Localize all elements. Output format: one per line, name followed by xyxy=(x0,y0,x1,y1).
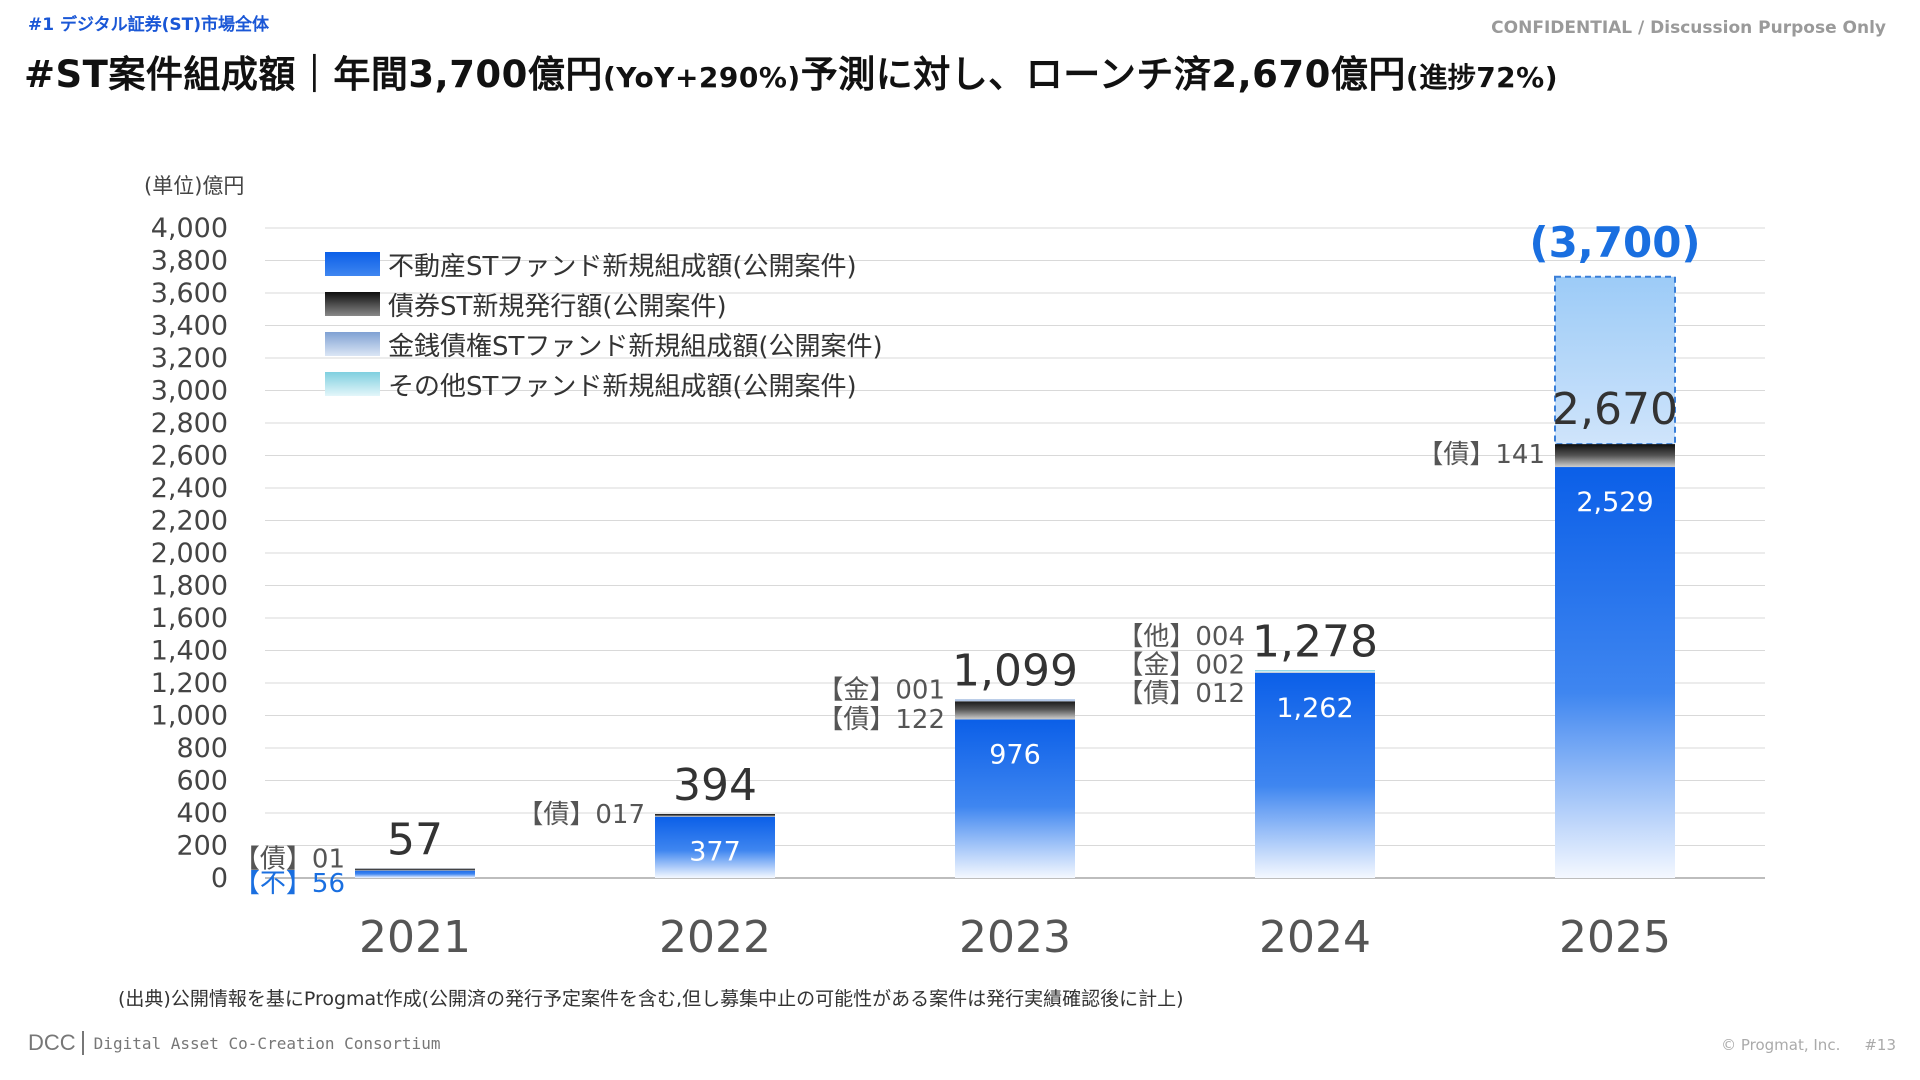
bar-segment xyxy=(955,719,1075,878)
bar-segment xyxy=(1555,467,1675,878)
y-tick-label: 800 xyxy=(176,733,228,764)
y-tick-label: 2,200 xyxy=(151,506,228,537)
legend-item-real-estate: 不動産STファンド新規組成額(公開案件) xyxy=(325,244,883,284)
y-tick-label: 3,800 xyxy=(151,246,228,277)
section-tag: #1 デジタル証券(ST)市場全体 xyxy=(28,15,270,35)
total-label: 1,099 xyxy=(952,645,1078,696)
y-tick-label: 1,200 xyxy=(151,668,228,699)
legend-item-bond: 債券ST新規発行額(公開案件) xyxy=(325,284,883,324)
inner-value-label: 2,529 xyxy=(1576,487,1653,518)
side-annotation: 【他】004 xyxy=(1117,622,1245,652)
x-tick-label: 2024 xyxy=(1259,912,1371,963)
bar-segment xyxy=(655,816,775,878)
logo-short: DCC xyxy=(28,1030,76,1055)
y-tick-label: 1,800 xyxy=(151,571,228,602)
y-tick-label: 200 xyxy=(176,831,228,862)
y-tick-label: 400 xyxy=(176,798,228,829)
forecast-bar xyxy=(1554,275,1676,446)
copyright-text: © Progmat, Inc. xyxy=(1721,1036,1841,1054)
side-annotation: 【金】001 xyxy=(817,676,945,706)
title-part-1: #ST案件組成額｜年間3,700億円 xyxy=(24,53,603,96)
legend-label-real-estate: 不動産STファンド新規組成額(公開案件) xyxy=(388,251,857,282)
bar-segment xyxy=(655,813,775,817)
y-tick-label: 1,600 xyxy=(151,603,228,634)
side-annotation: 【債】141 xyxy=(1417,440,1545,470)
side-annotation: 【不】56 xyxy=(234,869,345,899)
y-tick-label: 600 xyxy=(176,766,228,797)
side-annotation: 【債】017 xyxy=(517,800,645,830)
title-yoy: (YoY+290%) xyxy=(602,61,801,94)
y-tick-label: 0 xyxy=(211,863,228,894)
side-annotation: 【金】002 xyxy=(1117,650,1245,680)
page-title: #ST案件組成額｜年間3,700億円(YoY+290%)予測に対し、ローンチ済2… xyxy=(24,44,1558,98)
bar-layer xyxy=(355,275,1676,878)
legend-label-bond: 債券ST新規発行額(公開案件) xyxy=(388,291,727,322)
footer-logo: DCC Digital Asset Co-Creation Consortium xyxy=(28,1030,440,1056)
y-tick-label: 2,800 xyxy=(151,408,228,439)
bar-segment xyxy=(1255,672,1375,878)
forecast-label: (3,700) xyxy=(1529,218,1700,267)
bar-segment xyxy=(355,868,475,878)
x-tick-label: 2023 xyxy=(959,912,1071,963)
bar-segment xyxy=(1555,444,1675,468)
title-progress: (進捗72%) xyxy=(1405,61,1559,94)
unit-label: (単位)億円 xyxy=(144,174,245,198)
legend-swatch-monetary-claims xyxy=(325,332,380,356)
x-tick-label: 2022 xyxy=(659,912,771,963)
legend-item-monetary-claims: 金銭債権STファンド新規組成額(公開案件) xyxy=(325,324,883,364)
copyright: © Progmat, Inc. #13 xyxy=(1721,1036,1896,1054)
y-tick-label: 3,400 xyxy=(151,311,228,342)
legend-label-monetary-claims: 金銭債権STファンド新規組成額(公開案件) xyxy=(388,331,883,362)
y-tick-label: 1,400 xyxy=(151,636,228,667)
x-tick-label: 2025 xyxy=(1559,912,1671,963)
side-annotation: 【債】01 xyxy=(234,845,345,875)
inner-value-label: 1,262 xyxy=(1276,693,1353,724)
confidential-label: CONFIDENTIAL / Discussion Purpose Only xyxy=(1491,18,1886,38)
y-tick-label: 4,000 xyxy=(151,213,228,244)
legend-swatch-real-estate xyxy=(325,252,380,276)
bar-segment xyxy=(955,699,1075,720)
side-annotation: 【債】122 xyxy=(817,705,945,735)
x-tick-label: 2021 xyxy=(359,912,471,963)
bar-segment xyxy=(955,699,1075,702)
y-tick-label: 2,000 xyxy=(151,538,228,569)
label-layer: 02004006008001,0001,2001,4001,6001,8002,… xyxy=(151,213,1701,963)
bar-segment xyxy=(355,868,475,871)
y-tick-label: 1,000 xyxy=(151,701,228,732)
inner-value-label: 377 xyxy=(689,837,741,868)
y-tick-label: 3,600 xyxy=(151,278,228,309)
side-annotation: 【債】012 xyxy=(1117,679,1245,709)
legend-item-other: その他STファンド新規組成額(公開案件) xyxy=(325,364,883,404)
legend-swatch-other xyxy=(325,372,380,396)
total-label: 2,670 xyxy=(1552,384,1678,435)
title-part-3: 予測に対し、ローンチ済2,670億円 xyxy=(800,53,1406,96)
logo-long: Digital Asset Co-Creation Consortium xyxy=(93,1033,441,1053)
y-tick-label: 3,000 xyxy=(151,376,228,407)
total-label: 57 xyxy=(387,815,443,866)
page-number: #13 xyxy=(1864,1036,1896,1054)
legend-label-other: その他STファンド新規組成額(公開案件) xyxy=(388,371,857,402)
y-tick-label: 2,400 xyxy=(151,473,228,504)
source-note: (出典)公開情報を基にProgmat作成(公開済の発行予定案件を含む,但し募集中… xyxy=(118,988,1184,1010)
y-tick-label: 2,600 xyxy=(151,441,228,472)
total-label: 394 xyxy=(673,760,757,811)
bar-segment xyxy=(1255,670,1375,672)
total-label: 1,278 xyxy=(1252,616,1378,667)
logo-divider xyxy=(81,1031,84,1055)
chart-legend: 不動産STファンド新規組成額(公開案件) 債券ST新規発行額(公開案件) 金銭債… xyxy=(325,244,883,404)
y-tick-label: 3,200 xyxy=(151,343,228,374)
inner-value-label: 976 xyxy=(989,739,1041,770)
legend-swatch-bond xyxy=(325,292,380,316)
